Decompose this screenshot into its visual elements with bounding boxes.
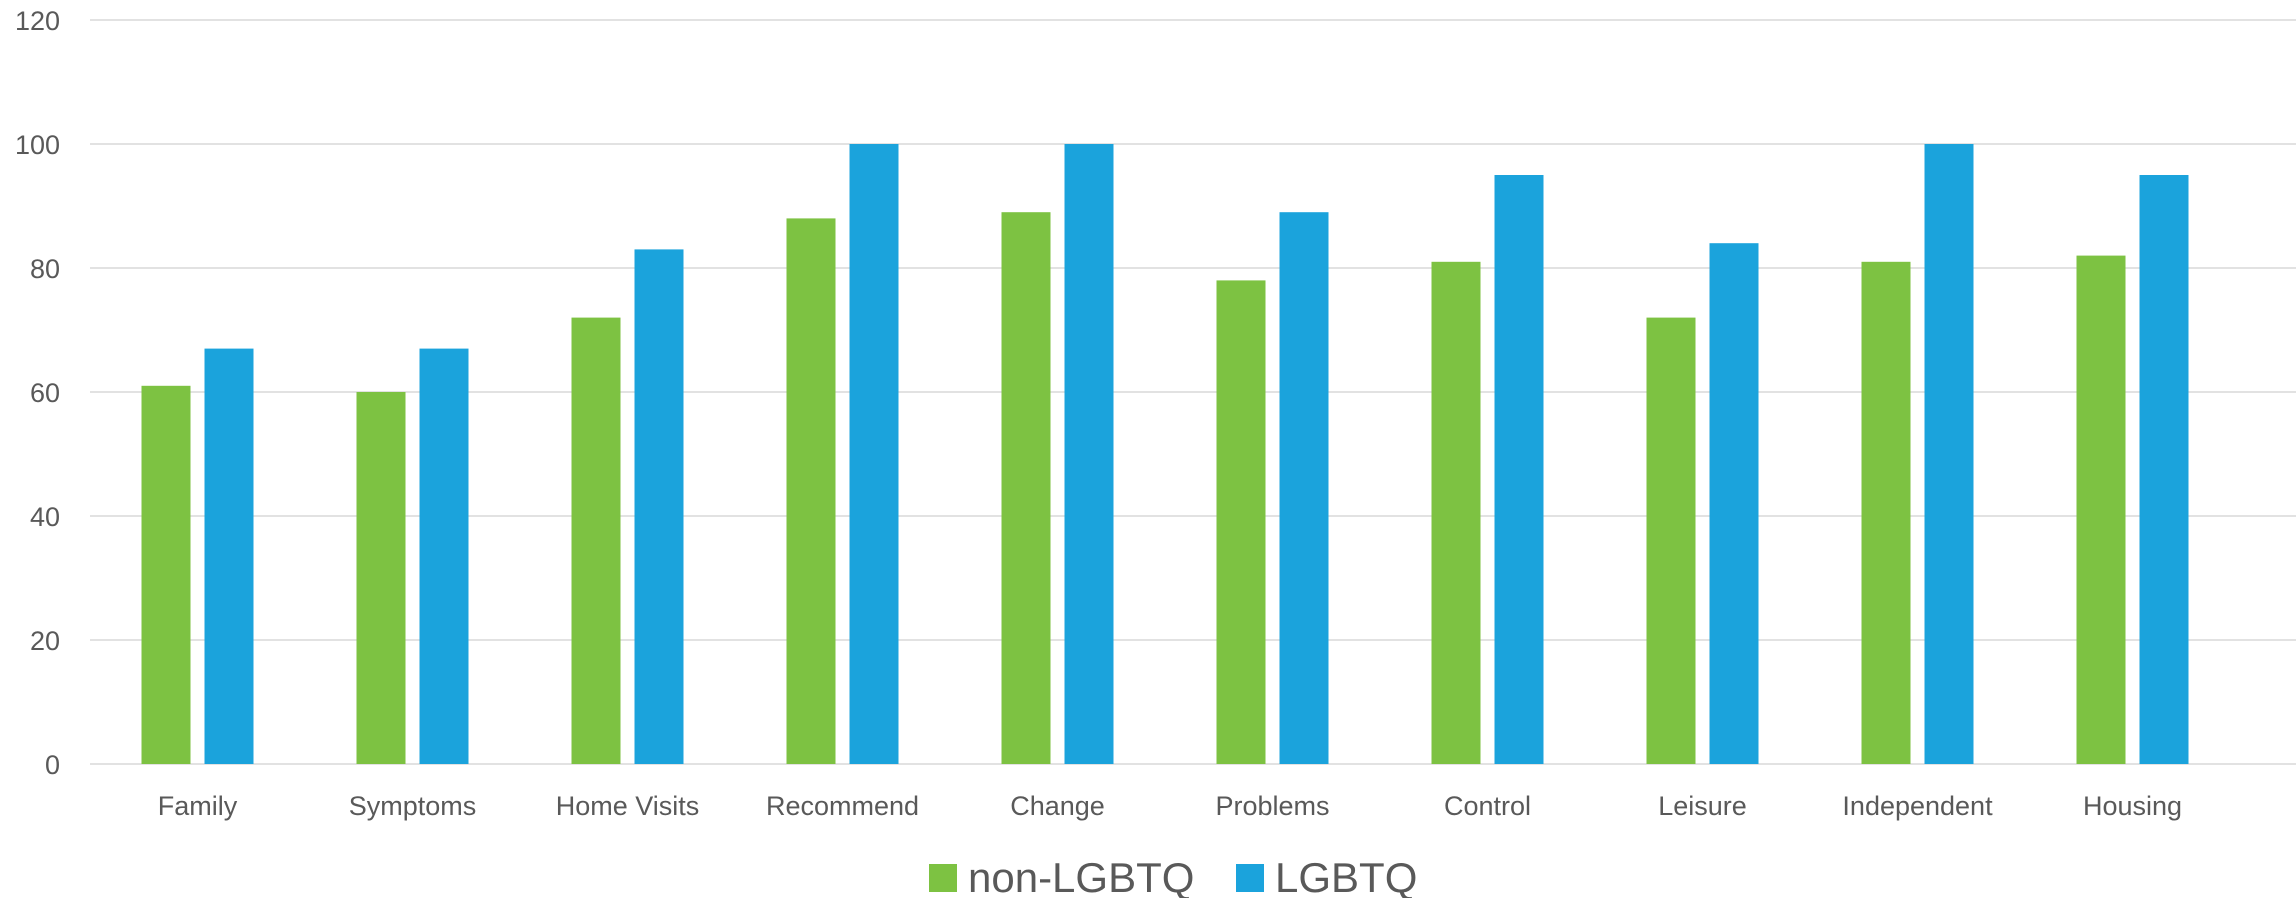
bar-non-lgbtq-leisure [1646,317,1696,764]
x-tick-label: Family [158,791,238,821]
legend-swatch [929,864,957,892]
bar-lgbtq-problems [1279,212,1329,764]
x-tick-label: Change [1010,791,1105,821]
x-tick-label: Problems [1215,791,1329,821]
y-tick-label: 80 [30,254,60,284]
bar-non-lgbtq-family [141,385,191,764]
x-tick-label: Recommend [766,791,919,821]
bar-lgbtq-home-visits [634,249,684,764]
bars [141,144,2189,764]
bar-lgbtq-change [1064,144,1114,764]
x-tick-label: Home Visits [556,791,700,821]
bar-non-lgbtq-change [1001,212,1051,764]
x-tick-label: Housing [2083,791,2182,821]
bar-non-lgbtq-independent [1861,261,1911,764]
legend-label: LGBTQ [1275,854,1417,898]
bar-lgbtq-leisure [1709,243,1759,764]
y-tick-label: 20 [30,626,60,656]
y-tick-label: 60 [30,378,60,408]
x-tick-label: Control [1444,791,1531,821]
x-axis-ticks: Family Symptoms Home Visits Recommend Change… [158,791,2182,821]
bar-non-lgbtq-recommend [786,218,836,764]
y-axis-ticks: 0 20 40 60 80 100 120 [15,6,60,780]
y-tick-label: 0 [45,750,60,780]
x-tick-label: Independent [1842,791,1993,821]
bar-lgbtq-control [1494,175,1544,764]
bar-non-lgbtq-home-visits [571,317,621,764]
bar-non-lgbtq-control [1431,261,1481,764]
legend-swatch [1236,864,1264,892]
bar-lgbtq-symptoms [419,348,469,764]
y-tick-label: 40 [30,502,60,532]
bar-lgbtq-independent [1924,144,1974,764]
y-tick-label: 100 [15,130,60,160]
legend-label: non-LGBTQ [968,854,1194,898]
legend: non-LGBTQ LGBTQ [929,854,1417,901]
bar-non-lgbtq-symptoms [356,392,406,764]
y-tick-label: 120 [15,6,60,36]
bar-lgbtq-housing [2139,175,2189,764]
bar-lgbtq-family [204,348,254,764]
bar-non-lgbtq-housing [2076,255,2126,764]
x-tick-label: Symptoms [349,791,477,821]
bar-lgbtq-recommend [849,144,899,764]
bar-non-lgbtq-problems [1216,280,1266,764]
x-tick-label: Leisure [1658,791,1747,821]
